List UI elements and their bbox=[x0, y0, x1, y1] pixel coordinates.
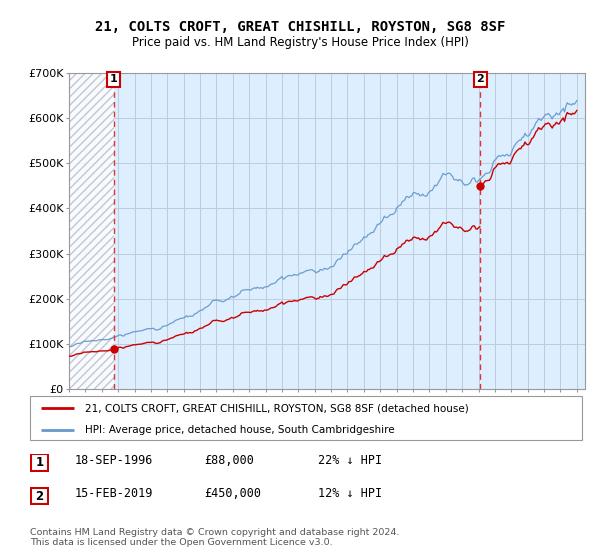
Text: £88,000: £88,000 bbox=[204, 454, 254, 467]
Text: £450,000: £450,000 bbox=[204, 487, 261, 501]
Text: HPI: Average price, detached house, South Cambridgeshire: HPI: Average price, detached house, Sout… bbox=[85, 425, 395, 435]
Text: 1: 1 bbox=[35, 456, 44, 469]
Text: 21, COLTS CROFT, GREAT CHISHILL, ROYSTON, SG8 8SF (detached house): 21, COLTS CROFT, GREAT CHISHILL, ROYSTON… bbox=[85, 403, 469, 413]
Text: Contains HM Land Registry data © Crown copyright and database right 2024.
This d: Contains HM Land Registry data © Crown c… bbox=[30, 528, 400, 547]
Text: 1: 1 bbox=[110, 74, 118, 85]
Text: Price paid vs. HM Land Registry's House Price Index (HPI): Price paid vs. HM Land Registry's House … bbox=[131, 36, 469, 49]
Text: 2: 2 bbox=[476, 74, 484, 85]
Text: 18-SEP-1996: 18-SEP-1996 bbox=[75, 454, 154, 467]
Text: 22% ↓ HPI: 22% ↓ HPI bbox=[318, 454, 382, 467]
Text: 15-FEB-2019: 15-FEB-2019 bbox=[75, 487, 154, 501]
Text: 2: 2 bbox=[35, 489, 44, 503]
Text: 21, COLTS CROFT, GREAT CHISHILL, ROYSTON, SG8 8SF: 21, COLTS CROFT, GREAT CHISHILL, ROYSTON… bbox=[95, 20, 505, 34]
Text: 12% ↓ HPI: 12% ↓ HPI bbox=[318, 487, 382, 501]
Bar bbox=[69, 73, 113, 389]
